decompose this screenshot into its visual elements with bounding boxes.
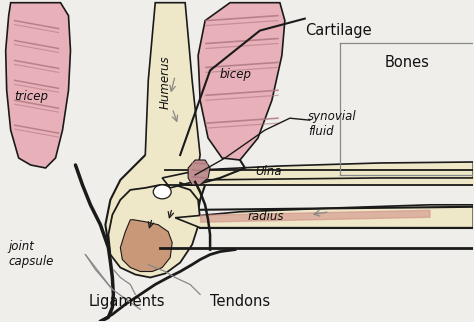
Text: Cartilage: Cartilage (305, 23, 372, 38)
Text: tricep: tricep (15, 90, 49, 103)
Text: radius: radius (248, 210, 284, 223)
Polygon shape (6, 3, 71, 168)
Polygon shape (105, 155, 205, 275)
Text: joint
capsule: joint capsule (9, 240, 54, 268)
Polygon shape (175, 205, 474, 228)
Polygon shape (188, 160, 210, 185)
Polygon shape (120, 220, 172, 271)
Polygon shape (109, 185, 200, 278)
Text: Bones: Bones (384, 55, 429, 71)
Text: Humerus: Humerus (158, 55, 171, 109)
Text: bicep: bicep (220, 68, 252, 81)
Text: Tendons: Tendons (210, 294, 270, 309)
Text: synovial
fluid: synovial fluid (308, 110, 356, 138)
Polygon shape (162, 162, 474, 188)
Polygon shape (145, 3, 200, 210)
Text: Ulna: Ulna (255, 165, 282, 178)
Text: Ligaments: Ligaments (89, 294, 165, 309)
Polygon shape (198, 3, 285, 160)
Ellipse shape (153, 185, 171, 199)
